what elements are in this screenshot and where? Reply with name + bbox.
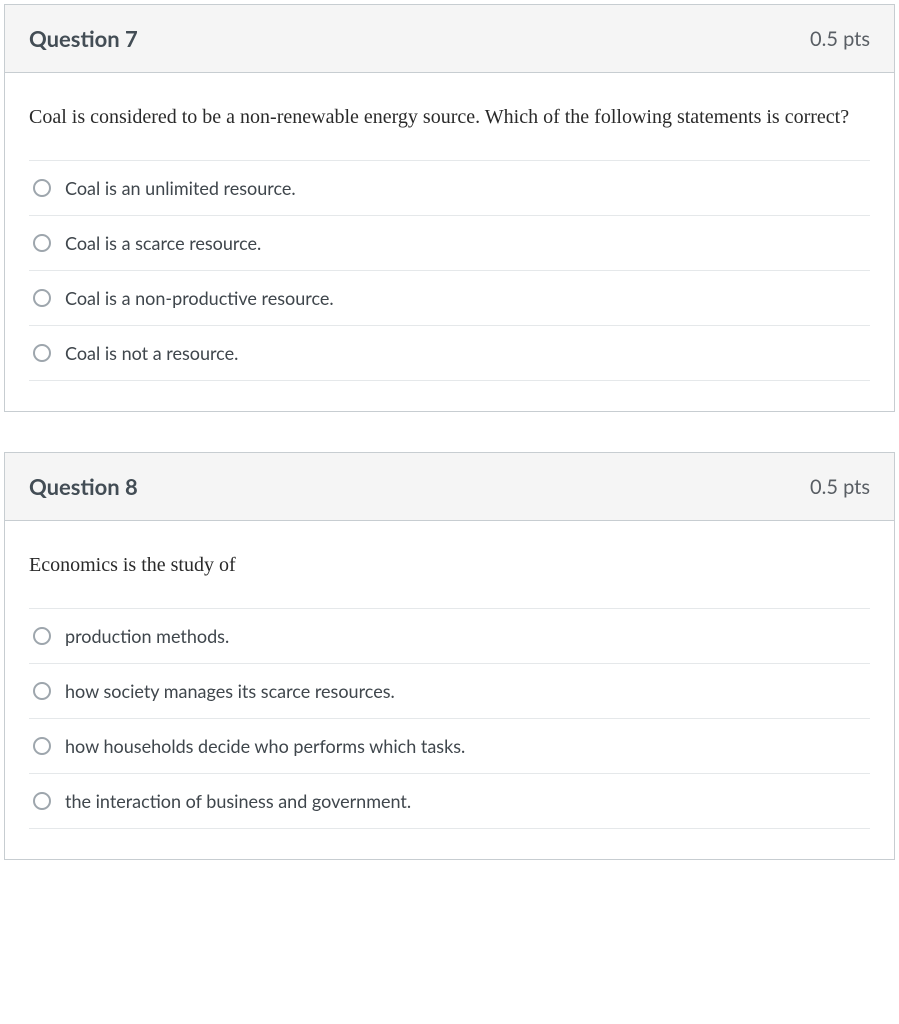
question-card: Question 8 0.5 pts Economics is the stud… xyxy=(4,452,895,860)
radio-unchecked-icon[interactable] xyxy=(33,792,51,810)
option-row[interactable]: Coal is a non-productive resource. xyxy=(29,270,870,325)
option-row[interactable]: Coal is not a resource. xyxy=(29,325,870,381)
radio-unchecked-icon[interactable] xyxy=(33,289,51,307)
question-title: Question 7 xyxy=(29,25,138,52)
option-label[interactable]: how society manages its scarce resources… xyxy=(65,680,395,702)
radio-unchecked-icon[interactable] xyxy=(33,682,51,700)
option-row[interactable]: production methods. xyxy=(29,608,870,663)
option-row[interactable]: how households decide who performs which… xyxy=(29,718,870,773)
option-label[interactable]: production methods. xyxy=(65,625,229,647)
option-row[interactable]: how society manages its scarce resources… xyxy=(29,663,870,718)
question-header: Question 8 0.5 pts xyxy=(5,453,894,521)
radio-unchecked-icon[interactable] xyxy=(33,344,51,362)
radio-unchecked-icon[interactable] xyxy=(33,179,51,197)
option-row[interactable]: Coal is an unlimited resource. xyxy=(29,160,870,215)
option-row[interactable]: the interaction of business and governme… xyxy=(29,773,870,829)
question-body: Economics is the study of production met… xyxy=(5,521,894,859)
option-label[interactable]: how households decide who performs which… xyxy=(65,735,465,757)
option-label[interactable]: Coal is a non-productive resource. xyxy=(65,287,334,309)
question-body: Coal is considered to be a non-renewable… xyxy=(5,73,894,411)
option-label[interactable]: Coal is a scarce resource. xyxy=(65,232,261,254)
question-prompt: Coal is considered to be a non-renewable… xyxy=(29,103,870,132)
question-card: Question 7 0.5 pts Coal is considered to… xyxy=(4,4,895,412)
question-header: Question 7 0.5 pts xyxy=(5,5,894,73)
question-title: Question 8 xyxy=(29,473,138,500)
option-label[interactable]: Coal is an unlimited resource. xyxy=(65,177,296,199)
question-prompt: Economics is the study of xyxy=(29,551,870,580)
option-row[interactable]: Coal is a scarce resource. xyxy=(29,215,870,270)
question-points: 0.5 pts xyxy=(810,475,870,499)
option-label[interactable]: Coal is not a resource. xyxy=(65,342,238,364)
radio-unchecked-icon[interactable] xyxy=(33,234,51,252)
question-points: 0.5 pts xyxy=(810,27,870,51)
radio-unchecked-icon[interactable] xyxy=(33,737,51,755)
option-label[interactable]: the interaction of business and governme… xyxy=(65,790,411,812)
radio-unchecked-icon[interactable] xyxy=(33,627,51,645)
